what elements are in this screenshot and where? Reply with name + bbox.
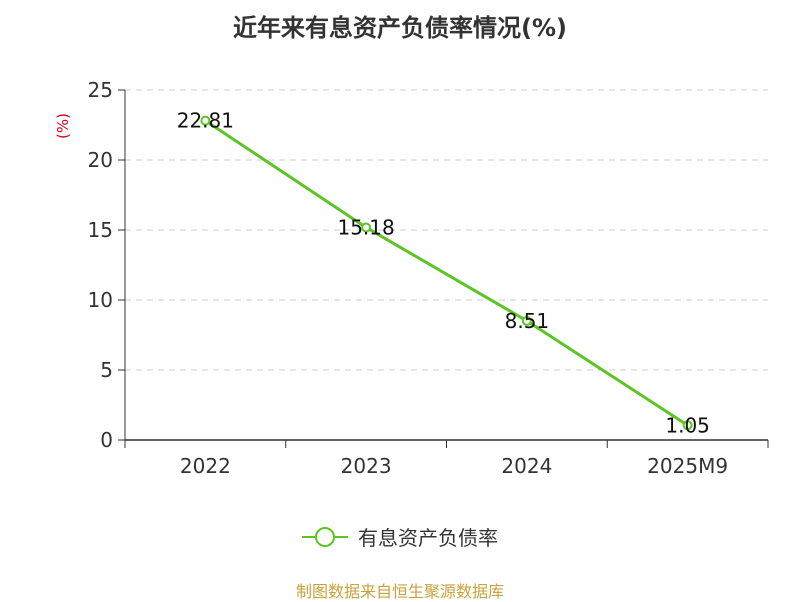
legend[interactable]: 有息资产负债率 [0,522,800,553]
grid-lines [125,89,768,371]
data-label: 1.05 [665,413,710,437]
y-tick-label: 5 [100,358,113,382]
y-tick-label: 20 [88,148,113,172]
y-axis-title: (%) [54,113,72,139]
data-label: 8.51 [505,309,550,333]
x-tick-label: 2025M9 [647,454,728,478]
source-note: 制图数据来自恒生聚源数据库 [295,582,504,601]
series-line [204,119,689,427]
data-labels: 22.81 15.18 8.51 1.05 [177,109,710,438]
data-label: 15.18 [337,215,394,239]
legend-line-marker-icon [302,526,348,547]
data-point [682,420,693,431]
data-point [361,222,372,233]
x-tick-label: 2023 [341,454,392,478]
y-tick-label: 10 [88,288,113,312]
axes: 0 5 10 15 20 25 2022 2023 2024 2025M9 (%) [54,78,769,478]
data-point [521,315,532,326]
series-line-group [200,115,693,431]
x-tick-label: 2024 [501,454,552,478]
data-label: 22.81 [177,109,234,133]
y-tick-label: 25 [88,78,113,102]
data-point [200,115,211,126]
y-tick-label: 15 [88,218,113,242]
x-tick-label: 2022 [180,454,231,478]
chart-title: 近年来有息资产负债率情况(%) [233,14,567,42]
legend-item[interactable]: 有息资产负债率 [302,522,498,551]
y-tick-label: 0 [100,428,113,452]
legend-label: 有息资产负债率 [358,526,498,550]
